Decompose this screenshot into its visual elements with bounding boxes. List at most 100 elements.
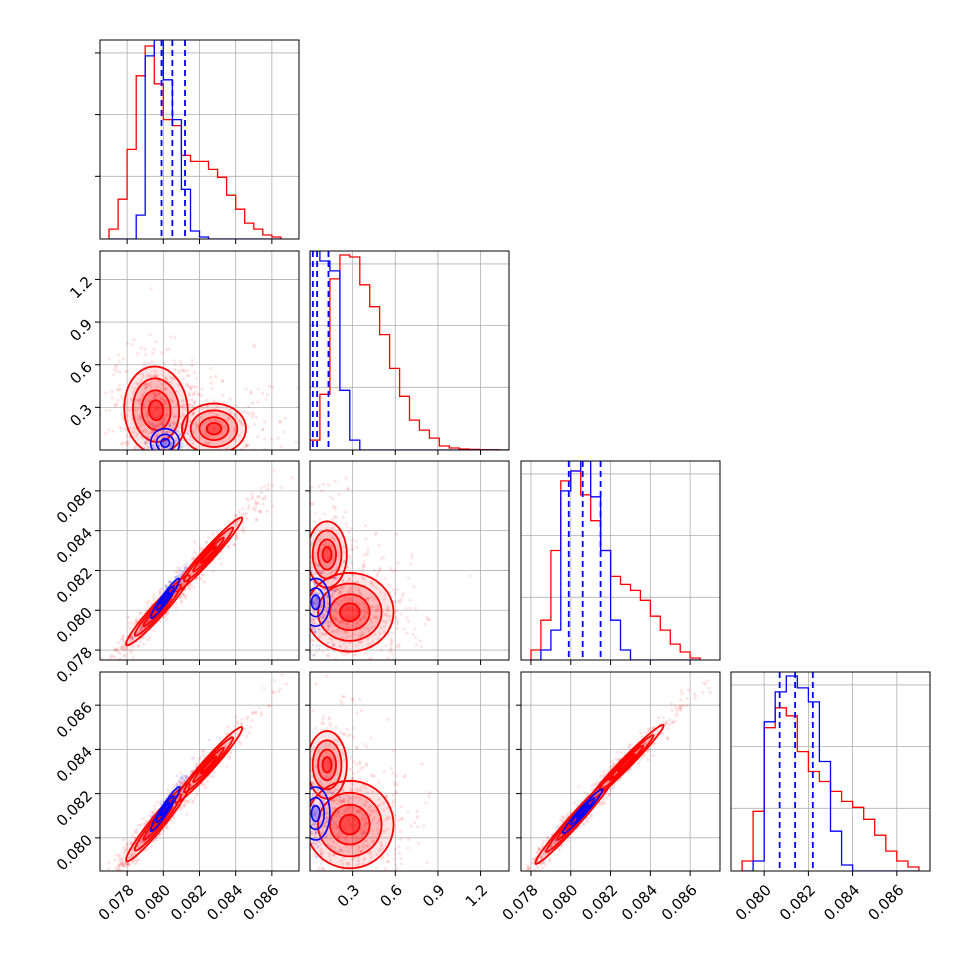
red-sample-point — [278, 767, 281, 770]
red-sample-point — [349, 608, 353, 612]
red-sample-point — [367, 642, 371, 646]
red-sample-point — [201, 753, 205, 758]
red-sample-point — [320, 852, 324, 857]
red-sample-point — [333, 788, 337, 792]
red-sample-point — [407, 837, 411, 841]
red-sample-point — [346, 795, 351, 799]
blue-sample-point — [327, 626, 331, 629]
red-sample-point — [316, 750, 321, 754]
red-sample-point — [126, 615, 131, 620]
blue-sample-point — [317, 592, 321, 596]
red-sample-point — [354, 610, 358, 614]
red-sample-point — [247, 412, 251, 416]
red-sample-point — [219, 452, 222, 455]
red-sample-point — [371, 774, 375, 778]
red-sample-point — [208, 441, 212, 445]
red-sample-point — [370, 595, 375, 599]
red-sample-point — [356, 810, 360, 815]
red-sample-point — [162, 829, 166, 833]
blue-sample-point — [311, 792, 315, 796]
red-sample-point — [310, 544, 313, 548]
blue-sample-point — [315, 617, 318, 620]
red-sample-point — [211, 472, 214, 475]
red-sample-point — [333, 608, 337, 613]
red-density-contour — [198, 416, 230, 442]
red-sample-point — [331, 497, 335, 501]
red-sample-point — [360, 818, 364, 822]
red-sample-point — [286, 803, 289, 806]
red-sample-point — [349, 606, 353, 610]
blue-sample-point — [139, 628, 143, 631]
blue-sample-point — [325, 610, 329, 613]
red-sample-point — [353, 825, 357, 829]
red-sample-point — [332, 629, 336, 634]
red-sample-point — [190, 412, 194, 416]
red-sample-point — [300, 634, 303, 637]
red-sample-point — [321, 722, 325, 726]
red-sample-point — [336, 833, 341, 837]
red-sample-point — [353, 828, 357, 832]
red-sample-point — [174, 606, 178, 610]
red-sample-point — [104, 432, 108, 436]
blue-sample-point — [169, 444, 172, 448]
red-sample-point — [303, 765, 306, 768]
red-sample-point — [382, 828, 386, 833]
red-sample-point — [147, 618, 151, 622]
red-sample-point — [193, 399, 197, 403]
red-sample-point — [165, 378, 169, 383]
red-sample-point — [221, 393, 225, 397]
red-sample-point — [144, 385, 148, 389]
red-sample-point — [125, 442, 129, 446]
red-sample-point — [378, 566, 382, 570]
red-sample-point — [392, 657, 396, 660]
red-sample-point — [357, 602, 361, 607]
red-sample-point — [246, 715, 250, 719]
red-sample-point — [304, 589, 307, 592]
red-sample-point — [342, 758, 346, 762]
red-sample-point — [190, 757, 194, 761]
blue-sample-point — [306, 605, 309, 608]
red-sample-point — [367, 629, 371, 633]
red-sample-point — [150, 411, 154, 415]
blue-sample-point — [339, 815, 342, 819]
red-sample-point — [358, 641, 362, 645]
red-sample-point — [364, 844, 368, 848]
red-sample-point — [306, 742, 309, 745]
red-sample-point — [350, 538, 354, 542]
red-sample-point — [337, 492, 341, 496]
blue-sample-point — [151, 444, 155, 447]
red-sample-point — [355, 663, 358, 666]
red-sample-point — [310, 541, 314, 545]
red-sample-point — [135, 860, 139, 864]
red-sample-point — [125, 841, 129, 846]
red-sample-point — [358, 796, 362, 801]
red-sample-point — [381, 855, 385, 859]
red-sample-point — [331, 505, 335, 509]
red-sample-point — [342, 799, 346, 803]
red-sample-point — [194, 552, 198, 556]
blue-sample-point — [208, 739, 211, 742]
red-sample-point — [383, 921, 386, 924]
red-sample-point — [276, 436, 280, 440]
red-sample-point — [130, 637, 134, 641]
red-sample-point — [365, 606, 369, 610]
red-sample-point — [117, 867, 122, 871]
red-sample-point — [334, 617, 339, 621]
red-sample-point — [141, 635, 145, 639]
blue-sample-point — [320, 571, 324, 575]
red-sample-point — [283, 699, 286, 702]
red-sample-point — [356, 588, 360, 592]
red-sample-point — [310, 565, 313, 569]
red-sample-point — [167, 581, 171, 586]
red-sample-point — [295, 604, 298, 607]
red-sample-point — [427, 794, 431, 799]
blue-sample-point — [312, 812, 315, 815]
red-sample-point — [154, 392, 158, 396]
red-sample-point — [366, 597, 370, 601]
red-sample-point — [110, 654, 115, 659]
red-sample-point — [319, 842, 323, 847]
red-sample-point — [121, 877, 124, 880]
blue-sample-point — [180, 570, 183, 574]
red-sample-point — [300, 580, 303, 583]
red-sample-point — [170, 398, 174, 402]
